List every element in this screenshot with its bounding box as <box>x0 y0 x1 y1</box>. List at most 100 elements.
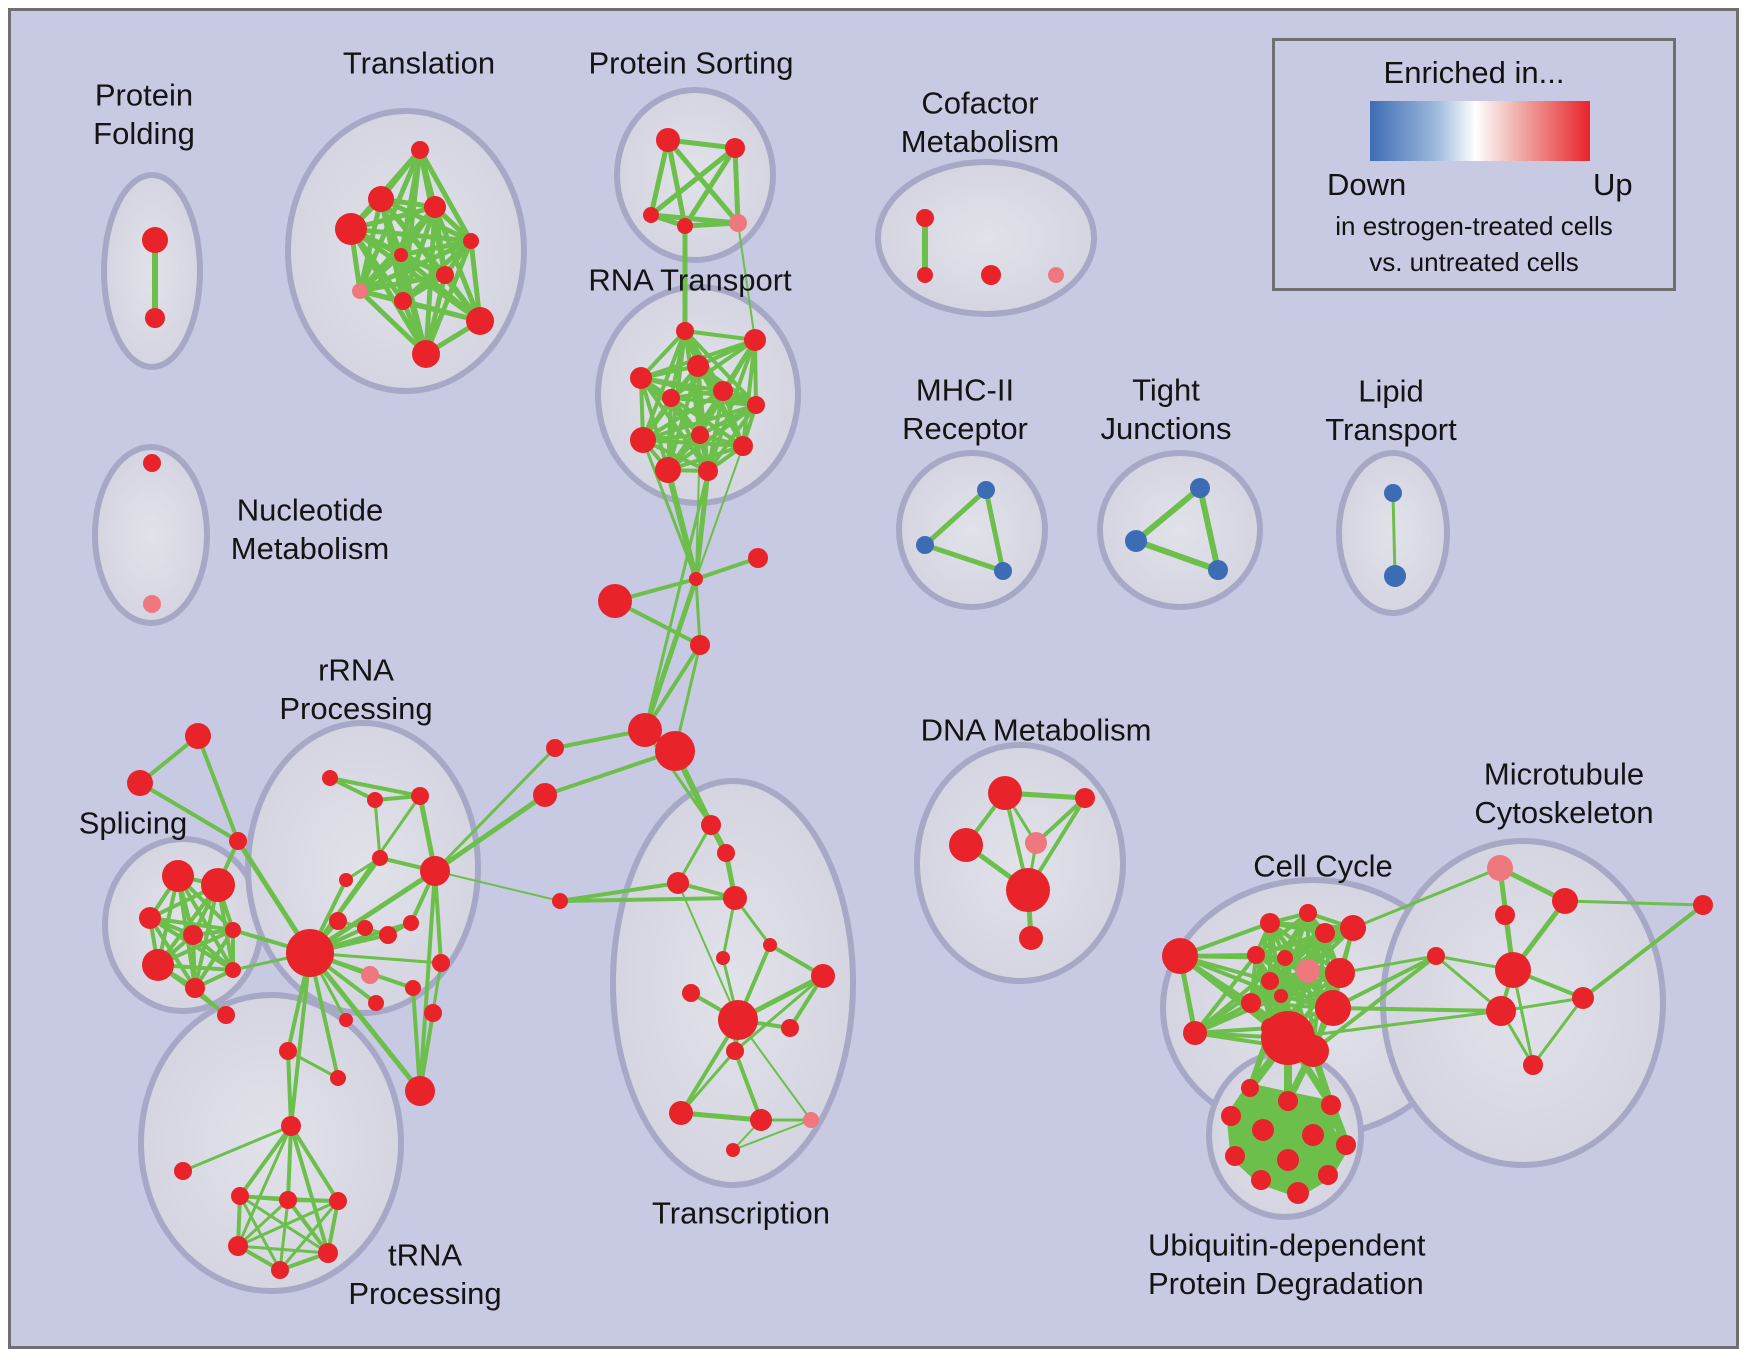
node-rrna-processing-6[interactable] <box>329 912 347 930</box>
node-translation-3[interactable] <box>424 196 446 218</box>
node-connectors-5[interactable] <box>655 731 695 771</box>
node-translation-9[interactable] <box>466 307 494 335</box>
node-microtubule-4[interactable] <box>1427 947 1445 965</box>
node-transcription-12[interactable] <box>669 1101 693 1125</box>
node-cofactor-metabolism-2[interactable] <box>981 265 1001 285</box>
node-translation-2[interactable] <box>335 213 367 245</box>
node-rrna-processing-12[interactable] <box>432 954 450 972</box>
node-rna-transport-0[interactable] <box>676 322 694 340</box>
node-translation-6[interactable] <box>436 266 454 284</box>
node-connectors-8[interactable] <box>185 723 211 749</box>
node-ubiquitin-1[interactable] <box>1278 1091 1298 1111</box>
node-splicing-3[interactable] <box>183 925 203 945</box>
node-cell-cycle-1[interactable] <box>1260 913 1280 933</box>
node-transcription-13[interactable] <box>750 1109 772 1131</box>
node-rrna-processing-2[interactable] <box>411 787 429 805</box>
node-rrna-processing-13[interactable] <box>405 980 421 996</box>
node-connectors-7[interactable] <box>533 783 557 807</box>
node-splicing-6[interactable] <box>185 978 205 998</box>
node-rrna-processing-3[interactable] <box>372 850 388 866</box>
node-microtubule-7[interactable] <box>1693 895 1713 915</box>
node-connectors-1[interactable] <box>748 548 768 568</box>
node-dna-metabolism-4[interactable] <box>1006 868 1050 912</box>
node-rna-transport-7[interactable] <box>691 426 709 444</box>
node-transcription-11[interactable] <box>726 1042 744 1060</box>
node-microtubule-1[interactable] <box>1552 888 1578 914</box>
node-microtubule-8[interactable] <box>1523 1055 1543 1075</box>
node-tight-junctions-1[interactable] <box>1125 530 1147 552</box>
node-rna-transport-6[interactable] <box>747 396 765 414</box>
node-mhc-receptor-1[interactable] <box>916 536 934 554</box>
node-rrna-processing-1[interactable] <box>367 792 383 808</box>
node-transcription-4[interactable] <box>552 893 568 909</box>
node-transcription-3[interactable] <box>723 886 747 910</box>
node-cell-cycle-10[interactable] <box>1274 989 1288 1003</box>
node-connectors-0[interactable] <box>689 572 703 586</box>
node-cell-cycle-0[interactable] <box>1162 938 1198 974</box>
node-lipid-transport-1[interactable] <box>1384 565 1406 587</box>
node-cofactor-metabolism-3[interactable] <box>1048 267 1064 283</box>
node-connectors-4[interactable] <box>628 713 662 747</box>
node-cell-cycle-5[interactable] <box>1247 946 1265 964</box>
node-rna-transport-8[interactable] <box>630 427 656 453</box>
node-rna-transport-11[interactable] <box>733 436 753 456</box>
node-cell-cycle-11[interactable] <box>1241 993 1261 1013</box>
node-microtubule-6[interactable] <box>1486 996 1516 1026</box>
node-rrna-processing-0[interactable] <box>322 770 338 786</box>
node-translation-8[interactable] <box>394 292 412 310</box>
node-trna-processing-6[interactable] <box>318 1243 338 1263</box>
node-trna-processing-5[interactable] <box>228 1236 248 1256</box>
node-protein-sorting-0[interactable] <box>656 128 680 152</box>
node-connectors-11[interactable] <box>217 1006 235 1024</box>
node-protein-sorting-4[interactable] <box>729 214 747 232</box>
node-translation-1[interactable] <box>368 186 394 212</box>
node-cell-cycle-7[interactable] <box>1296 959 1320 983</box>
node-rna-transport-4[interactable] <box>662 389 680 407</box>
node-dna-metabolism-3[interactable] <box>1025 832 1047 854</box>
node-connectors-3[interactable] <box>690 635 710 655</box>
node-microtubule-2[interactable] <box>1495 905 1515 925</box>
node-rna-transport-2[interactable] <box>687 355 709 377</box>
node-rna-transport-5[interactable] <box>713 381 733 401</box>
node-ubiquitin-11[interactable] <box>1287 1182 1309 1204</box>
node-translation-4[interactable] <box>463 233 479 249</box>
node-protein-sorting-3[interactable] <box>677 218 693 234</box>
node-rrna-processing-10[interactable] <box>286 929 334 977</box>
node-transcription-0[interactable] <box>701 815 721 835</box>
node-lipid-transport-0[interactable] <box>1384 484 1402 502</box>
node-transcription-5[interactable] <box>763 938 777 952</box>
node-microtubule-3[interactable] <box>1495 952 1531 988</box>
node-rrna-processing-7[interactable] <box>357 920 373 936</box>
node-transcription-14[interactable] <box>803 1112 819 1128</box>
node-microtubule-0[interactable] <box>1487 855 1513 881</box>
node-translation-5[interactable] <box>394 248 408 262</box>
node-tight-junctions-2[interactable] <box>1208 560 1228 580</box>
node-ubiquitin-7[interactable] <box>1225 1146 1245 1166</box>
node-dna-metabolism-5[interactable] <box>1019 926 1043 950</box>
node-ubiquitin-10[interactable] <box>1251 1170 1271 1190</box>
node-rna-transport-3[interactable] <box>630 367 652 389</box>
node-trna-processing-4[interactable] <box>329 1192 347 1210</box>
node-rrna-processing-8[interactable] <box>379 926 397 944</box>
node-ubiquitin-4[interactable] <box>1252 1119 1274 1141</box>
node-splicing-5[interactable] <box>142 949 174 981</box>
node-trna-processing-2[interactable] <box>231 1187 249 1205</box>
node-trna-processing-3[interactable] <box>279 1191 297 1209</box>
node-trna-processing-0[interactable] <box>281 1116 301 1136</box>
node-nucleotide-metabolism-1[interactable] <box>143 595 161 613</box>
node-connectors-9[interactable] <box>127 770 153 796</box>
node-connectors-10[interactable] <box>229 832 247 850</box>
node-cell-cycle-16[interactable] <box>1297 1035 1329 1067</box>
node-rrna-processing-4[interactable] <box>339 873 353 887</box>
node-protein-sorting-2[interactable] <box>643 207 659 223</box>
node-transcription-10[interactable] <box>781 1019 799 1037</box>
node-cell-cycle-3[interactable] <box>1315 923 1335 943</box>
node-ubiquitin-6[interactable] <box>1336 1135 1356 1155</box>
node-cofactor-metabolism-0[interactable] <box>916 209 934 227</box>
node-trna-processing-7[interactable] <box>271 1261 289 1279</box>
node-rna-transport-9[interactable] <box>655 457 681 483</box>
node-rrna-processing-15[interactable] <box>339 1013 353 1027</box>
node-translation-7[interactable] <box>352 283 368 299</box>
node-cofactor-metabolism-1[interactable] <box>917 267 933 283</box>
node-cell-cycle-2[interactable] <box>1299 904 1317 922</box>
